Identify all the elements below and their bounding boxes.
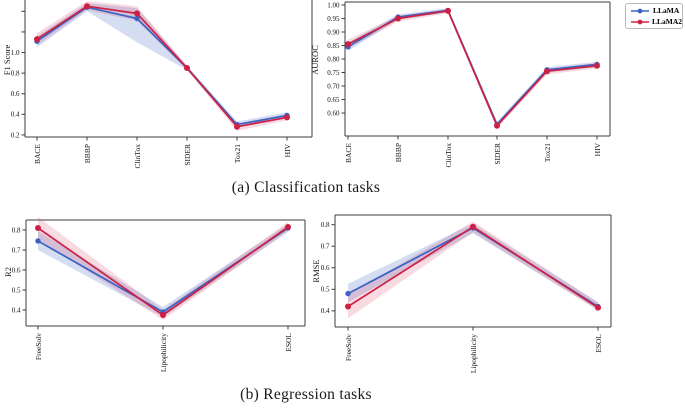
data-point-LLaMA — [345, 290, 351, 297]
legend-label: LLaMA — [653, 5, 680, 15]
y-tick-label: 0.70 — [327, 82, 340, 90]
y-tick-label: 0.6 — [11, 90, 20, 98]
figure-caption-b: (b) Regression tasks — [240, 386, 372, 403]
y-tick-label: 0.8 — [12, 226, 21, 234]
chart-auroc: 0.60 0.65 0.70 0.75 0.80 0.85 0.90 0.95 1.00 BACE… — [310, 1, 611, 168]
series-line-LLaMA2 — [36, 5, 288, 128]
legend-line-marker-icon — [631, 19, 649, 24]
x-tick-label: SIDER — [493, 143, 502, 165]
y-tick-label: 0.5 — [12, 286, 21, 294]
legend-item-LLaMA2: LLaMA2 — [630, 17, 682, 27]
figure-caption-a: (a) Classification tasks — [231, 179, 381, 196]
confidence-band-LLaMA2 — [348, 221, 598, 319]
y-tick-label: 0.8 — [321, 221, 330, 229]
x-tick-label: Lipophilicity — [469, 334, 478, 373]
data-point-LLaMA2 — [494, 122, 500, 129]
confidence-band-LLaMA — [38, 224, 288, 317]
legend-label: LLaMA2 — [652, 16, 682, 26]
y-tick-label: 0.6 — [321, 264, 330, 272]
data-point-LLaMA2 — [345, 303, 351, 310]
x-tick-label: ESOL — [594, 334, 603, 353]
data-point-LLaMA2 — [595, 304, 601, 311]
x-tick-label: HIV — [283, 143, 292, 157]
y-axis-label: F1 Score — [2, 45, 12, 76]
data-point-LLaMA2 — [345, 41, 351, 48]
y-tick-label: 1.0 — [11, 49, 20, 57]
data-point-LLaMA2 — [395, 15, 401, 22]
legend-marker — [637, 8, 643, 13]
x-tick-label: BBBP — [83, 144, 92, 163]
y-axis-label: R2 — [3, 267, 13, 277]
y-tick-label: 1.00 — [327, 1, 340, 9]
y-tick-label: 0.5 — [321, 286, 330, 294]
x-tick-label: FreeSolv — [344, 334, 353, 361]
data-point-LLaMA2 — [184, 65, 190, 71]
y-tick-label: 0.65 — [327, 96, 340, 104]
x-tick-label: BACE — [344, 143, 353, 163]
data-point-LLaMA2 — [285, 224, 291, 230]
data-point-LLaMA2 — [134, 10, 140, 17]
x-tick-label: ClinTox — [444, 143, 453, 168]
y-tick-label: 0.60 — [327, 109, 340, 117]
data-point-LLaMA2 — [544, 68, 550, 75]
y-tick-label: 0.8 — [11, 70, 20, 78]
data-point-LLaMA — [35, 238, 41, 244]
confidence-band-LLaMA — [37, 3, 287, 128]
x-tick-label: Tox21 — [543, 143, 552, 162]
x-tick-label: ESOL — [284, 333, 293, 352]
data-point-LLaMA2 — [470, 223, 476, 230]
legend: LLaMA LLaMA2 — [625, 3, 683, 29]
series-line-LLaMA2 — [347, 10, 598, 127]
x-tick-label: Lipophilicity — [159, 333, 168, 372]
chart-f1: 0.2 0.4 0.6 0.8 1.0 BACE BBBP ClinTox SIDER Tox21… — [2, 0, 313, 169]
x-tick-label: HIV — [593, 142, 602, 156]
chart-rmse: 0.4 0.5 0.6 0.7 0.8 FreeSolv Lipophilicity ESOL… — [311, 214, 612, 373]
x-tick-label: FreeSolv — [34, 333, 43, 360]
y-tick-label: 0.6 — [12, 266, 21, 274]
legend-line-marker-icon — [631, 8, 649, 13]
y-tick-label: 0.4 — [321, 307, 330, 315]
data-point-LLaMA2 — [160, 312, 166, 318]
y-tick-label: 0.90 — [327, 28, 340, 36]
confidence-band-LLaMA2 — [37, 1, 287, 131]
y-axis-label: AUROC — [310, 45, 320, 75]
series-line-LLaMA2 — [37, 226, 289, 316]
legend-item-LLaMA: LLaMA — [630, 6, 682, 16]
x-tick-label: SIDER — [183, 144, 192, 166]
legend-marker — [637, 19, 643, 24]
y-axis-label: RMSE — [311, 259, 321, 282]
y-tick-label: 0.85 — [327, 42, 340, 50]
y-tick-label: 0.75 — [327, 69, 340, 77]
y-tick-label: 0.4 — [11, 111, 20, 119]
data-point-LLaMA2 — [34, 36, 40, 43]
data-point-LLaMA2 — [234, 123, 240, 130]
y-tick-label: 0.7 — [12, 246, 21, 254]
y-tick-label: 0.4 — [12, 306, 21, 314]
y-tick-label: 0.95 — [327, 15, 340, 23]
y-tick-label: 0.80 — [327, 55, 340, 63]
y-tick-label: 0.7 — [321, 243, 330, 251]
series-line-LLaMA — [36, 6, 288, 126]
y-tick-label: 0.2 — [11, 131, 20, 139]
x-tick-label: BACE — [33, 144, 42, 164]
confidence-band-LLaMA — [348, 223, 598, 310]
x-tick-label: ClinTox — [133, 144, 142, 169]
chart-r2: 0.4 0.5 0.6 0.7 0.8 FreeSolv Lipophilicity ESOL… — [3, 217, 306, 372]
x-tick-label: Tox21 — [233, 144, 242, 163]
data-point-LLaMA2 — [594, 62, 600, 69]
data-point-LLaMA2 — [445, 7, 451, 14]
data-point-LLaMA — [134, 15, 140, 22]
data-point-LLaMA2 — [35, 225, 41, 231]
x-tick-label: BBBP — [394, 143, 403, 162]
data-point-LLaMA2 — [84, 3, 90, 10]
data-point-LLaMA2 — [284, 114, 290, 121]
